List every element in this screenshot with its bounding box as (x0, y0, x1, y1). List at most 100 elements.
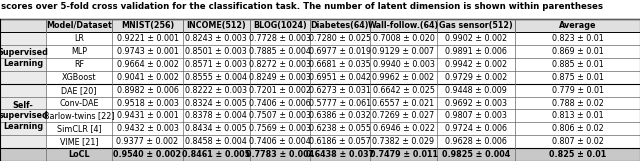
Text: SimCLR [4]: SimCLR [4] (57, 124, 101, 133)
Text: 0.7885 ± 0.004: 0.7885 ± 0.004 (249, 47, 310, 56)
Text: 0.9692 ± 0.003: 0.9692 ± 0.003 (445, 99, 507, 108)
Text: scores over 5-fold cross validation for the classification task. The number of l: scores over 5-fold cross validation for … (1, 2, 604, 11)
Text: 0.6238 ± 0.055: 0.6238 ± 0.055 (309, 124, 371, 133)
Bar (0, 19, 640, 32)
Text: Supervised
Learning: Supervised Learning (0, 48, 49, 68)
Text: Gas sensor(512): Gas sensor(512) (439, 21, 513, 30)
Text: 0.9940 ± 0.003: 0.9940 ± 0.003 (372, 60, 435, 69)
Text: Diabetes(64): Diabetes(64) (310, 21, 369, 30)
Bar (46, 148, 640, 161)
Bar (46, 71, 640, 84)
Text: 0.7507 ± 0.003: 0.7507 ± 0.003 (249, 111, 310, 120)
Text: Conv-DAE: Conv-DAE (60, 99, 99, 108)
Text: MLP: MLP (71, 47, 87, 56)
Text: 0.7406 ± 0.004: 0.7406 ± 0.004 (249, 137, 310, 146)
Text: 0.9221 ± 0.001: 0.9221 ± 0.001 (116, 34, 179, 43)
Text: Model/Dataset: Model/Dataset (46, 21, 112, 30)
Text: 0.9891 ± 0.006: 0.9891 ± 0.006 (445, 47, 507, 56)
Text: 0.7406 ± 0.006: 0.7406 ± 0.006 (249, 99, 310, 108)
Text: 0.9825 ± 0.004: 0.9825 ± 0.004 (442, 150, 510, 159)
Text: 0.6557 ± 0.021: 0.6557 ± 0.021 (372, 99, 435, 108)
Text: 0.9129 ± 0.007: 0.9129 ± 0.007 (372, 47, 435, 56)
Text: 0.8501 ± 0.003: 0.8501 ± 0.003 (186, 47, 247, 56)
Text: 0.869 ± 0.01: 0.869 ± 0.01 (552, 47, 604, 56)
Text: 0.8324 ± 0.005: 0.8324 ± 0.005 (186, 99, 247, 108)
Text: 0.8571 ± 0.003: 0.8571 ± 0.003 (186, 60, 247, 69)
Text: 0.8458 ± 0.004: 0.8458 ± 0.004 (186, 137, 247, 146)
Text: 0.9432 ± 0.003: 0.9432 ± 0.003 (116, 124, 179, 133)
Bar (46, 58, 640, 71)
Text: 0.8378 ± 0.004: 0.8378 ± 0.004 (186, 111, 247, 120)
Text: 0.8434 ± 0.005: 0.8434 ± 0.005 (186, 124, 247, 133)
Text: 0.779 ± 0.01: 0.779 ± 0.01 (552, 86, 604, 95)
Text: XGBoost: XGBoost (62, 73, 96, 82)
Text: Average: Average (559, 21, 596, 30)
Text: 0.825 ± 0.01: 0.825 ± 0.01 (549, 150, 606, 159)
Bar (46, 32, 640, 45)
Text: 0.6186 ± 0.057: 0.6186 ± 0.057 (309, 137, 371, 146)
Text: 0.9628 ± 0.006: 0.9628 ± 0.006 (445, 137, 507, 146)
Text: 0.9743 ± 0.001: 0.9743 ± 0.001 (116, 47, 179, 56)
Text: 0.9664 ± 0.002: 0.9664 ± 0.002 (116, 60, 179, 69)
Text: 0.7569 ± 0.003: 0.7569 ± 0.003 (249, 124, 310, 133)
Text: MNIST(256): MNIST(256) (121, 21, 174, 30)
Text: VIME [21]: VIME [21] (60, 137, 99, 146)
Text: DAE [20]: DAE [20] (61, 86, 97, 95)
Bar (46, 135, 640, 148)
Text: 0.885 ± 0.01: 0.885 ± 0.01 (552, 60, 604, 69)
Text: 0.9377 ± 0.002: 0.9377 ± 0.002 (116, 137, 179, 146)
Text: 0.6642 ± 0.025: 0.6642 ± 0.025 (372, 86, 435, 95)
Text: 0.9729 ± 0.002: 0.9729 ± 0.002 (445, 73, 508, 82)
Text: 0.6438 ± 0.037: 0.6438 ± 0.037 (306, 150, 374, 159)
Text: 0.9807 ± 0.003: 0.9807 ± 0.003 (445, 111, 507, 120)
Bar (0, 148, 46, 161)
Text: INCOME(512): INCOME(512) (186, 21, 246, 30)
Bar (46, 45, 640, 58)
Text: 0.8222 ± 0.003: 0.8222 ± 0.003 (186, 86, 247, 95)
Text: 0.788 ± 0.02: 0.788 ± 0.02 (552, 99, 604, 108)
Text: 0.806 ± 0.02: 0.806 ± 0.02 (552, 124, 604, 133)
Text: 0.7728 ± 0.003: 0.7728 ± 0.003 (249, 34, 310, 43)
Text: 0.7201 ± 0.002: 0.7201 ± 0.002 (249, 86, 310, 95)
Text: Barlow-twins [22]: Barlow-twins [22] (44, 111, 115, 120)
Text: RF: RF (74, 60, 84, 69)
Text: 0.9942 ± 0.002: 0.9942 ± 0.002 (445, 60, 508, 69)
Text: 0.8272 ± 0.003: 0.8272 ± 0.003 (249, 60, 310, 69)
Text: 0.7783 ± 0.004: 0.7783 ± 0.004 (246, 150, 314, 159)
Text: 0.9902 ± 0.002: 0.9902 ± 0.002 (445, 34, 508, 43)
Bar (0, 32, 46, 84)
Text: 0.8555 ± 0.004: 0.8555 ± 0.004 (186, 73, 247, 82)
Text: LoCL: LoCL (68, 150, 90, 159)
Text: 0.813 ± 0.01: 0.813 ± 0.01 (552, 111, 604, 120)
Text: 0.8243 ± 0.003: 0.8243 ± 0.003 (186, 34, 247, 43)
Text: BLOG(1024): BLOG(1024) (253, 21, 307, 30)
Text: 0.5777 ± 0.061: 0.5777 ± 0.061 (308, 99, 371, 108)
Text: 0.6977 ± 0.019: 0.6977 ± 0.019 (308, 47, 371, 56)
Text: 0.6946 ± 0.022: 0.6946 ± 0.022 (372, 124, 435, 133)
Bar (46, 122, 640, 135)
Text: 0.823 ± 0.01: 0.823 ± 0.01 (552, 34, 604, 43)
Text: 0.9041 ± 0.002: 0.9041 ± 0.002 (116, 73, 179, 82)
Text: 0.7008 ± 0.020: 0.7008 ± 0.020 (372, 34, 435, 43)
Text: 0.7280 ± 0.025: 0.7280 ± 0.025 (308, 34, 371, 43)
Text: 0.875 ± 0.01: 0.875 ± 0.01 (552, 73, 604, 82)
Text: Self-
supervised
Learning: Self- supervised Learning (0, 101, 48, 131)
Text: 0.8249 ± 0.003: 0.8249 ± 0.003 (249, 73, 310, 82)
Text: 0.6951 ± 0.042: 0.6951 ± 0.042 (309, 73, 371, 82)
Text: 0.7479 ± 0.011: 0.7479 ± 0.011 (369, 150, 438, 159)
Text: 0.9540 ± 0.002: 0.9540 ± 0.002 (113, 150, 182, 159)
Text: Wall-follow.(64): Wall-follow.(64) (368, 21, 439, 30)
Text: LR: LR (74, 34, 84, 43)
Text: 0.9962 ± 0.002: 0.9962 ± 0.002 (372, 73, 435, 82)
Text: 0.7269 ± 0.027: 0.7269 ± 0.027 (372, 111, 435, 120)
Text: 0.9431 ± 0.001: 0.9431 ± 0.001 (116, 111, 179, 120)
Bar (0, 84, 46, 148)
Text: 0.9448 ± 0.009: 0.9448 ± 0.009 (445, 86, 507, 95)
Text: 0.8982 ± 0.006: 0.8982 ± 0.006 (116, 86, 179, 95)
Text: 0.8461 ± 0.005: 0.8461 ± 0.005 (182, 150, 250, 159)
Text: 0.6273 ± 0.031: 0.6273 ± 0.031 (309, 86, 371, 95)
Bar (46, 97, 640, 109)
Bar (46, 84, 640, 97)
Bar (46, 109, 640, 122)
Text: 0.9518 ± 0.003: 0.9518 ± 0.003 (116, 99, 179, 108)
